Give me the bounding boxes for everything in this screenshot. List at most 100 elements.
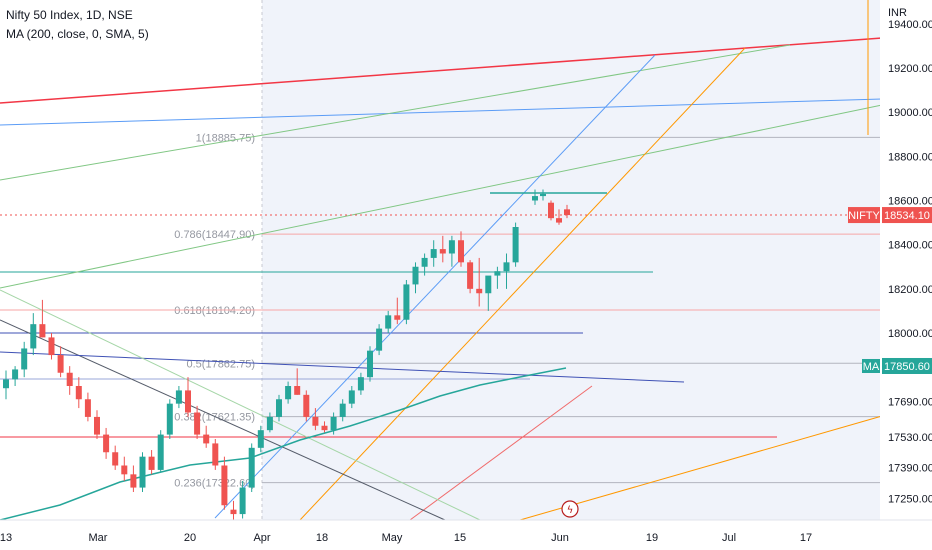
currency-label: INR — [888, 7, 907, 19]
candle-body — [448, 240, 455, 254]
candle-body — [3, 379, 9, 389]
candle-body — [230, 509, 237, 515]
trend-line — [0, 289, 481, 521]
price-tick-label: 17250.00 — [888, 494, 932, 506]
trend-line — [519, 415, 883, 521]
time-tick-label: 18 — [316, 532, 328, 544]
candle-body — [540, 193, 546, 197]
candle-body — [412, 266, 419, 285]
fib-label: 0.618(18104.20) — [174, 305, 255, 317]
time-tick-label: May — [382, 532, 403, 544]
candle-body — [39, 324, 46, 338]
candle-body — [75, 386, 82, 400]
candle-body — [421, 257, 428, 267]
trend-line — [409, 385, 593, 521]
candle-body — [148, 456, 155, 470]
candle-body — [166, 403, 173, 435]
price-tick-label: 18800.00 — [888, 151, 932, 163]
price-tick-label: 18200.00 — [888, 284, 932, 296]
flash-event-icon-glyph: ϟ — [567, 505, 574, 516]
candle-body — [285, 386, 292, 400]
trend-line — [0, 104, 883, 289]
candle-body — [12, 369, 19, 380]
candle-body — [394, 315, 401, 320]
candle-body — [548, 202, 554, 219]
candle-body — [312, 416, 319, 426]
candle-body — [103, 434, 110, 453]
symbol-tag-bg — [848, 207, 880, 224]
trend-line — [0, 319, 446, 521]
time-tick-label: Mar — [89, 532, 108, 544]
trend-line — [0, 351, 685, 383]
ma-tag: MA — [863, 361, 880, 373]
candle-body — [403, 284, 410, 320]
flash-event-icon — [561, 500, 579, 518]
candle-body — [294, 386, 301, 395]
ma-value-badge — [882, 357, 932, 374]
time-tick-label: 15 — [454, 532, 466, 544]
candle-body — [330, 416, 337, 431]
candle-body — [139, 456, 146, 488]
time-axis-bg — [0, 520, 932, 550]
candle-body — [239, 487, 246, 515]
fib-label: 0.382(17621.35) — [174, 412, 255, 424]
candle-body — [532, 196, 538, 201]
time-tick-label: Apr — [253, 532, 270, 544]
price-axis-bg — [880, 0, 932, 550]
candle-body — [357, 377, 364, 391]
price-tick-label: 17390.00 — [888, 463, 932, 475]
fib-label: 1(18885.75) — [196, 132, 255, 144]
candle-body — [194, 412, 201, 435]
candle-body — [376, 328, 383, 351]
last-price-badge — [882, 207, 932, 224]
fib-label: 0.786(18447.90) — [174, 229, 255, 241]
candle-body — [564, 209, 570, 216]
ma-tag-bg — [862, 358, 880, 373]
candle-body — [439, 249, 446, 254]
candle-body — [494, 271, 501, 276]
candle-body — [203, 434, 210, 444]
candle-body — [458, 240, 464, 263]
symbol-tag: NIFTY — [848, 210, 880, 222]
candle-body — [130, 474, 137, 488]
candle-body — [385, 315, 392, 329]
symbol-title[interactable]: Nifty 50 Index, 1D, NSE — [6, 8, 133, 22]
candle-body — [321, 425, 328, 431]
candle-body — [84, 399, 91, 417]
time-tick-label: Jun — [551, 532, 569, 544]
candle-body — [276, 399, 282, 417]
fib-label: 0.5(17862.75) — [187, 358, 256, 370]
candle-body — [66, 372, 73, 386]
time-tick-label: 13 — [0, 532, 12, 544]
ma-value: 17850.60 — [884, 361, 930, 373]
candle-body — [112, 452, 119, 466]
candle-body — [503, 262, 510, 272]
candle-body — [476, 288, 483, 294]
trend-line — [0, 98, 883, 126]
candle-body — [556, 218, 562, 223]
price-tick-label: 17690.00 — [888, 396, 932, 408]
price-tick-label: 17530.00 — [888, 432, 932, 444]
indicator-legend[interactable]: MA (200, close, 0, SMA, 5) — [6, 27, 149, 41]
candle-body — [21, 348, 28, 370]
trend-line — [0, 37, 883, 104]
candle-body — [121, 465, 128, 475]
candle-body — [367, 350, 373, 378]
candle-body — [430, 249, 437, 258]
price-tick-label: 19200.00 — [888, 63, 932, 75]
candle-body — [94, 416, 100, 435]
candle-body — [339, 403, 346, 417]
price-tick-label: 18000.00 — [888, 328, 932, 340]
candle-body — [257, 430, 264, 448]
time-tick-label: 19 — [646, 532, 658, 544]
candle-body — [175, 390, 182, 404]
candle-body — [348, 390, 355, 404]
candle-body — [212, 443, 219, 466]
price-tick-label: 18400.00 — [888, 240, 932, 252]
trend-line — [299, 47, 746, 521]
fib-zone-shade — [262, 0, 880, 520]
trend-line — [0, 44, 791, 181]
ma-200-line — [0, 367, 567, 521]
